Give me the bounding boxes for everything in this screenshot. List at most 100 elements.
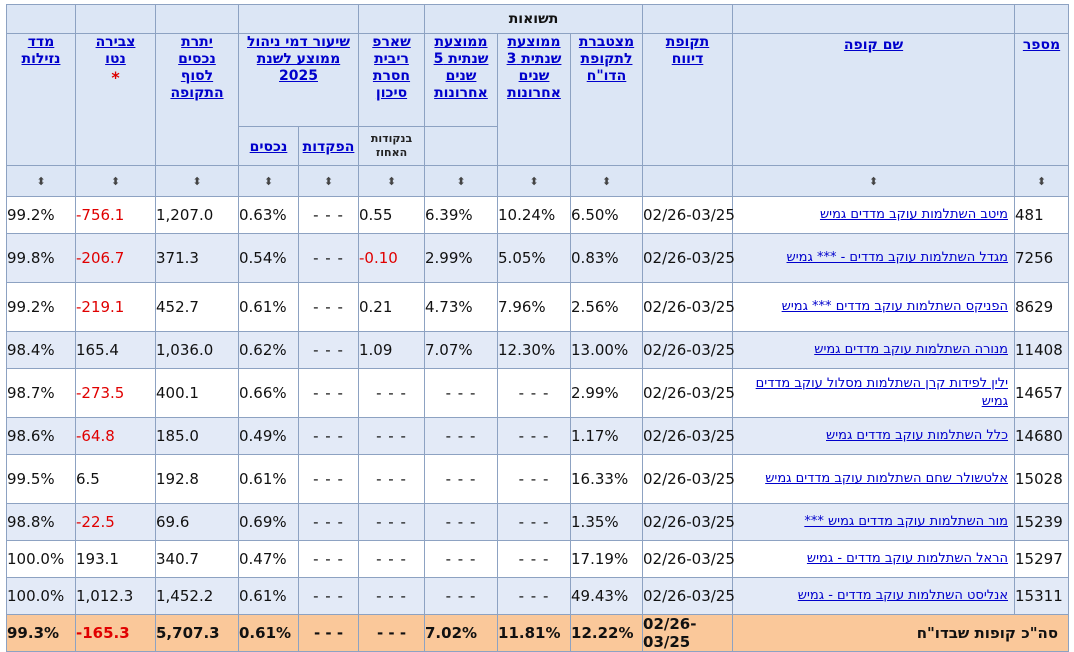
- balance-value: 400.1: [155, 368, 239, 418]
- fund-name-link[interactable]: מנורה השתלמות עוקב מדדים גמיש: [814, 342, 1009, 357]
- net-accumulation-value: 165.4: [75, 331, 156, 369]
- fund-name-link[interactable]: כלל השתלמות עוקב מדדים גמיש: [826, 428, 1009, 443]
- report-period: 02/26-03/25: [642, 454, 735, 504]
- col-avg5-link[interactable]: ממוצעת שנתית 5 שנים אחרונות: [433, 34, 489, 101]
- fund-name-link[interactable]: ילין לפידות קרן השתלמות מסלול עוקב מדדים…: [755, 376, 1009, 409]
- sort-icon[interactable]: ⬍: [386, 174, 397, 188]
- fee-deposits-value: - - -: [298, 368, 359, 418]
- funds-table: תשואות מספר שם קופה תקופת דיווח מצטברת ל…: [6, 4, 1070, 652]
- total-balance: 5,707.3: [155, 614, 239, 652]
- header-spacer: [6, 4, 76, 34]
- sort-icon[interactable]: ⬍: [529, 174, 539, 188]
- fee-assets-value: 0.61%: [238, 282, 299, 332]
- liquidity-value: 98.4%: [6, 331, 76, 369]
- sort-icon[interactable]: ⬍: [36, 174, 46, 188]
- header-spacer: [732, 4, 1016, 34]
- table-row: 15239 מור השתלמות עוקב מדדים גמיש *** 02…: [6, 503, 1070, 541]
- col-report-period-link[interactable]: תקופת דיווח: [665, 34, 710, 67]
- fund-name-link[interactable]: הראל השתלמות עוקב מדדים - גמיש: [806, 551, 1009, 566]
- col-header-fund-name: שם קופה: [732, 33, 1016, 166]
- col-balance-link[interactable]: יתרת נכסים לסוף התקופה: [170, 34, 224, 101]
- returns-group-header: תשואות: [423, 4, 644, 34]
- report-period: 02/26-03/25: [642, 368, 735, 418]
- report-period: 02/26-03/25: [642, 233, 735, 283]
- fund-number: 15311: [1014, 577, 1070, 615]
- col-fee-link[interactable]: שיעור דמי ניהול ממוצע לשנת 2025: [247, 34, 350, 84]
- table-row: 481 מיטב השתלמות עוקב מדדים גמיש 02/26-0…: [6, 196, 1070, 234]
- total-label: סה"כ קופות שבדו"ח: [732, 614, 1070, 652]
- sort-icon[interactable]: ⬍: [263, 174, 274, 188]
- avg5-return: - - -: [423, 540, 499, 578]
- header-spacer: [238, 4, 359, 34]
- fee-deposits-value: - - -: [298, 577, 359, 615]
- sort-icon[interactable]: ⬍: [456, 174, 466, 188]
- fund-name-link[interactable]: מיטב השתלמות עוקב מדדים גמיש: [819, 207, 1009, 222]
- balance-value: 1,452.2: [155, 577, 239, 615]
- avg5-return: - - -: [423, 454, 499, 504]
- sort-icon[interactable]: ⬍: [110, 174, 121, 188]
- table-row: 14657 ילין לפידות קרן השתלמות מסלול עוקב…: [6, 368, 1070, 418]
- col-fee-assets-link[interactable]: נכסים: [249, 139, 288, 155]
- avg3-return: - - -: [497, 454, 572, 504]
- sharpe-value: 0.21: [358, 282, 425, 332]
- cumulative-return: 1.35%: [570, 503, 644, 541]
- col-cumulative-link[interactable]: מצטברת לתקופת הדו"ח: [578, 34, 635, 84]
- fee-assets-value: 0.69%: [238, 503, 299, 541]
- balance-value: 340.7: [155, 540, 239, 578]
- avg3-return: 12.30%: [497, 331, 572, 369]
- fee-deposits-value: - - -: [298, 282, 359, 332]
- fund-name-link[interactable]: אלטשולר שחם השתלמות עוקב מדדים גמיש: [765, 471, 1009, 486]
- avg3-return: 7.96%: [497, 282, 572, 332]
- liquidity-value: 98.8%: [6, 503, 76, 541]
- total-row: סה"כ קופות שבדו"ח 02/26-03/25 12.22% 11.…: [6, 614, 1070, 652]
- header-spacer: [423, 126, 499, 166]
- sharpe-sub-note: בנקודות האחוז: [370, 132, 413, 159]
- sort-icon[interactable]: ⬍: [1036, 174, 1047, 188]
- cumulative-return: 6.50%: [570, 196, 644, 234]
- total-fee-deposits: - - -: [298, 614, 359, 652]
- col-avg3-link[interactable]: ממוצעת שנתית 3 שנים אחרונות: [506, 34, 562, 101]
- col-liquidity-link[interactable]: מדד נזילות: [21, 34, 61, 67]
- col-fee-deposits-link[interactable]: הפקדות: [302, 139, 355, 155]
- table-row: 7256 מגדל השתלמות עוקב מדדים - *** גמיש …: [6, 233, 1070, 283]
- report-period: 02/26-03/25: [642, 417, 735, 455]
- liquidity-value: 100.0%: [6, 540, 76, 578]
- fund-name-link[interactable]: מגדל השתלמות עוקב מדדים - *** גמיש: [786, 250, 1009, 265]
- avg5-return: - - -: [423, 503, 499, 541]
- fund-name-link[interactable]: אנליסט השתלמות עוקב מדדים - גמיש: [797, 588, 1009, 603]
- col-fund-name-link[interactable]: שם קופה: [843, 37, 904, 53]
- cumulative-return: 2.99%: [570, 368, 644, 418]
- sharpe-value: -0.10: [358, 233, 425, 283]
- fee-assets-value: 0.61%: [238, 454, 299, 504]
- table-row: 11408 מנורה השתלמות עוקב מדדים גמיש 02/2…: [6, 331, 1070, 369]
- sort-icon[interactable]: ⬍: [601, 174, 612, 188]
- sort-icon[interactable]: ⬍: [192, 174, 202, 188]
- col-net-accumulation-link[interactable]: צבירה נטו: [95, 34, 136, 67]
- col-header-report-period: תקופת דיווח: [642, 33, 734, 166]
- cumulative-return: 13.00%: [570, 331, 644, 369]
- header-spacer: [75, 4, 156, 34]
- fee-assets-value: 0.62%: [238, 331, 299, 369]
- net-accumulation-value: -22.5: [75, 503, 156, 541]
- balance-value: 192.8: [155, 454, 239, 504]
- liquidity-value: 100.0%: [6, 577, 76, 615]
- col-sharpe-link[interactable]: שארפ ריבית חסרת סיכון: [372, 34, 411, 101]
- net-accumulation-value: -206.7: [75, 233, 156, 283]
- cumulative-return: 16.33%: [570, 454, 644, 504]
- sort-icon[interactable]: ⬍: [868, 174, 879, 188]
- sharpe-value: 1.09: [358, 331, 425, 369]
- sort-icon[interactable]: ⬍: [323, 174, 334, 188]
- cumulative-return: 49.43%: [570, 577, 644, 615]
- table-row: 14680 כלל השתלמות עוקב מדדים גמיש 02/26-…: [6, 417, 1070, 455]
- col-number-link[interactable]: מספר: [1022, 37, 1061, 53]
- col-header-number: מספר: [1014, 33, 1070, 166]
- fund-name-link[interactable]: מור השתלמות עוקב מדדים גמיש ***: [804, 514, 1009, 529]
- fund-number: 14657: [1014, 368, 1070, 418]
- avg3-return: - - -: [497, 503, 572, 541]
- net-accumulation-value: 193.1: [75, 540, 156, 578]
- balance-value: 185.0: [155, 417, 239, 455]
- balance-value: 452.7: [155, 282, 239, 332]
- sharpe-value: - - -: [358, 503, 425, 541]
- fund-name-link[interactable]: הפניקס השתלמות עוקב מדדים *** גמיש: [781, 299, 1009, 314]
- sharpe-value: 0.55: [358, 196, 425, 234]
